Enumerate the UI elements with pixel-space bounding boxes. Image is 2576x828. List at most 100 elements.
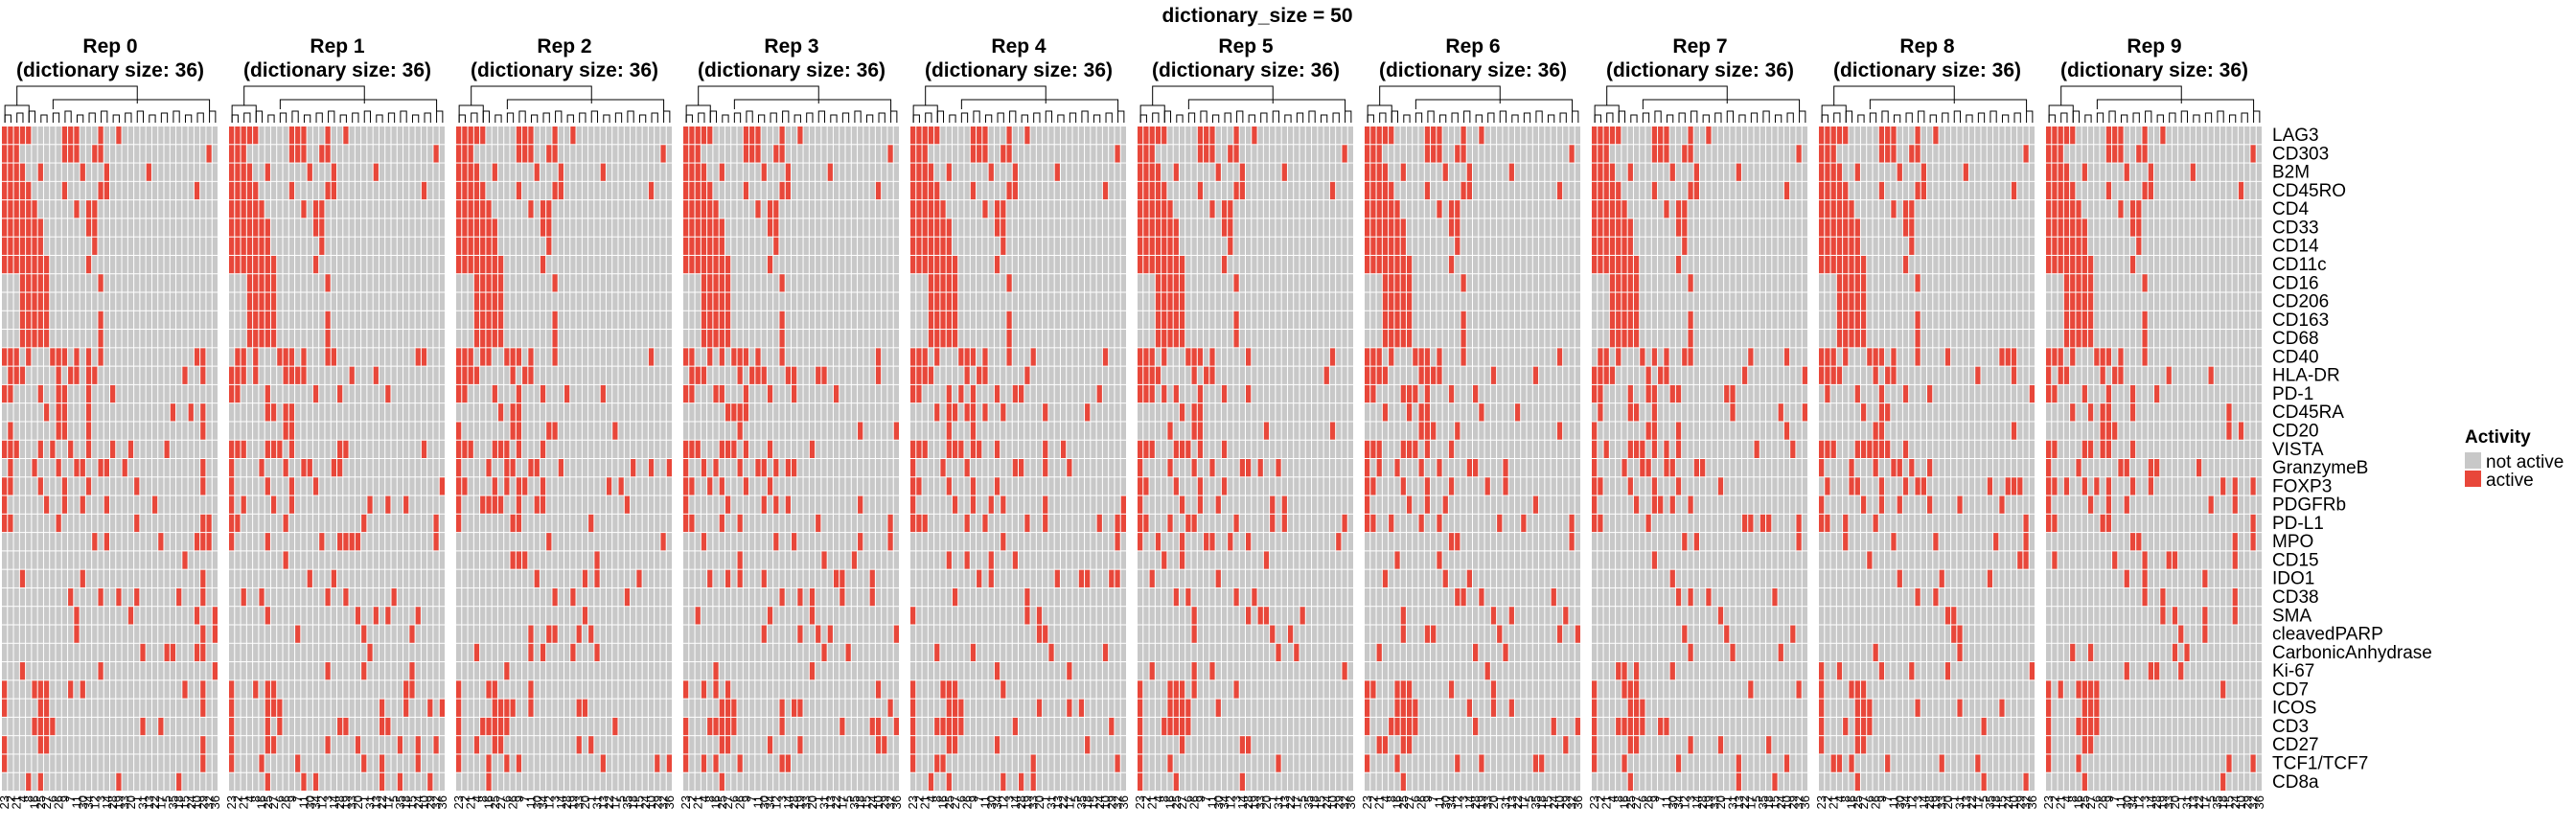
heatmap-cell-inactive bbox=[325, 366, 331, 384]
heatmap-cell-inactive bbox=[122, 163, 127, 181]
heatmap-cell-inactive bbox=[421, 274, 427, 292]
heatmap-cell-inactive bbox=[56, 680, 61, 699]
heatmap-cell-inactive bbox=[827, 477, 833, 495]
heatmap-cell-inactive bbox=[26, 440, 32, 458]
heatmap-cell-active bbox=[719, 218, 724, 237]
heatmap-cell-inactive bbox=[122, 255, 127, 274]
heatmap-cell-inactive bbox=[433, 662, 439, 680]
heatmap-cell-inactive bbox=[755, 274, 761, 292]
heatmap-cell-inactive bbox=[516, 662, 522, 680]
heatmap-cell-inactive bbox=[200, 200, 206, 218]
heatmap-cell-inactive bbox=[385, 218, 391, 237]
heatmap-cell-inactive bbox=[349, 717, 355, 736]
heatmap-cell-inactive bbox=[379, 533, 385, 551]
heatmap-cell-inactive bbox=[50, 218, 56, 237]
heatmap-cell-inactive bbox=[373, 569, 379, 587]
heatmap-cell-inactive bbox=[26, 754, 32, 772]
heatmap-cell-active bbox=[229, 384, 235, 403]
heatmap-cell-inactive bbox=[194, 680, 200, 699]
column-tick-label: 32 bbox=[656, 795, 671, 809]
heatmap-cell-inactive bbox=[2, 310, 8, 330]
heatmap-cell-inactive bbox=[827, 292, 833, 310]
heatmap-cell-active bbox=[612, 422, 618, 440]
heatmap-cell-inactive bbox=[343, 459, 349, 477]
column-dendrogram bbox=[231, 85, 444, 123]
column-tick-label: 12 bbox=[541, 795, 556, 809]
heatmap-cell-inactive bbox=[882, 200, 887, 218]
heatmap-cell-inactive bbox=[642, 218, 648, 237]
heatmap-cell-inactive bbox=[546, 384, 552, 403]
heatmap-cell-inactive bbox=[212, 255, 218, 274]
heatmap-cell-inactive bbox=[212, 330, 218, 348]
heatmap-cell-inactive bbox=[331, 477, 336, 495]
heatmap-cell-inactive bbox=[397, 255, 403, 274]
heatmap-cell-inactive bbox=[151, 551, 158, 569]
heatmap-cell-inactive bbox=[713, 495, 719, 514]
heatmap-cell-inactive bbox=[170, 330, 176, 348]
heatmap-cell-inactive bbox=[379, 330, 385, 348]
heatmap-cell-inactive bbox=[19, 514, 26, 533]
heatmap-cell-inactive bbox=[151, 625, 158, 643]
heatmap-cell-inactive bbox=[701, 348, 707, 366]
heatmap-cell-inactive bbox=[200, 126, 206, 145]
heatmap-cell-inactive bbox=[92, 440, 98, 458]
heatmap-cell-inactive bbox=[373, 736, 379, 754]
heatmap-cell-inactive bbox=[683, 422, 689, 440]
heatmap-cell-inactive bbox=[56, 569, 61, 587]
heatmap-cell-inactive bbox=[164, 680, 170, 699]
heatmap-cell-inactive bbox=[270, 717, 277, 736]
heatmap-cell-inactive bbox=[468, 384, 473, 403]
heatmap-cell-inactive bbox=[385, 477, 391, 495]
heatmap-cell-inactive bbox=[427, 237, 433, 255]
heatmap-cell-active bbox=[564, 384, 570, 403]
heatmap-cell-inactive bbox=[427, 163, 433, 181]
heatmap-cell-inactive bbox=[397, 422, 403, 440]
heatmap-cell-inactive bbox=[570, 310, 576, 330]
heatmap-cell-inactive bbox=[660, 754, 666, 772]
heatmap-cell-active bbox=[713, 292, 719, 310]
heatmap-cell-inactive bbox=[355, 625, 361, 643]
heatmap-cell-inactive bbox=[379, 310, 385, 330]
heatmap-cell-inactive bbox=[594, 717, 600, 736]
heatmap-cell-inactive bbox=[576, 200, 582, 218]
heatmap-cell-inactive bbox=[642, 310, 648, 330]
heatmap-cell-active bbox=[325, 126, 331, 145]
heatmap-cell-inactive bbox=[701, 440, 707, 458]
heatmap-cell-active bbox=[701, 459, 707, 477]
heatmap-cell-inactive bbox=[480, 145, 486, 163]
heatmap-cell-inactive bbox=[235, 717, 241, 736]
heatmap-cell-inactive bbox=[534, 274, 540, 292]
heatmap-cell-active bbox=[206, 145, 212, 163]
heatmap-cell-inactive bbox=[724, 237, 731, 255]
heatmap-cell-inactive bbox=[80, 514, 85, 533]
heatmap-cell-inactive bbox=[241, 514, 246, 533]
heatmap-cell-inactive bbox=[724, 384, 731, 403]
column-tick-label: 1 bbox=[584, 795, 598, 802]
heatmap-cell-inactive bbox=[528, 255, 534, 274]
heatmap-cell-inactive bbox=[492, 551, 497, 569]
heatmap-cell-inactive bbox=[492, 643, 497, 662]
heatmap-cell-inactive bbox=[74, 717, 80, 736]
heatmap-cell-inactive bbox=[116, 495, 122, 514]
heatmap-cell-inactive bbox=[373, 662, 379, 680]
heatmap-cell-inactive bbox=[588, 607, 594, 625]
heatmap-cell-inactive bbox=[13, 680, 19, 699]
heatmap-cell-inactive bbox=[570, 237, 576, 255]
heatmap-cell-inactive bbox=[636, 218, 642, 237]
heatmap-cell-active bbox=[241, 587, 246, 607]
heatmap-cell-inactive bbox=[510, 772, 516, 791]
heatmap-cell-inactive bbox=[212, 772, 218, 791]
heatmap-cell-inactive bbox=[259, 495, 264, 514]
heatmap-cell-inactive bbox=[200, 310, 206, 330]
heatmap-cell-inactive bbox=[767, 514, 773, 533]
heatmap-cell-inactive bbox=[325, 772, 331, 791]
heatmap-cell-inactive bbox=[887, 274, 893, 292]
heatmap-cell-inactive bbox=[516, 699, 522, 717]
heatmap-cell-inactive bbox=[373, 643, 379, 662]
heatmap-cell-inactive bbox=[582, 237, 588, 255]
heatmap-cell-inactive bbox=[427, 662, 433, 680]
heatmap-cell-inactive bbox=[264, 754, 270, 772]
heatmap-cell-inactive bbox=[724, 607, 731, 625]
heatmap-cell-inactive bbox=[92, 754, 98, 772]
heatmap-cell-inactive bbox=[558, 662, 564, 680]
